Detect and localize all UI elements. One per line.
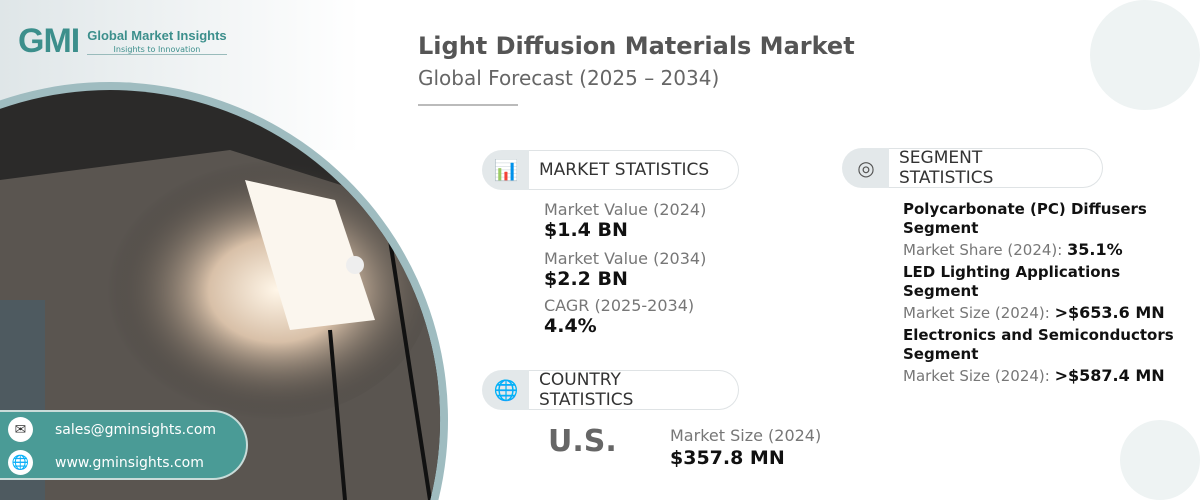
segment-value: >$587.4 MN [1054,366,1165,385]
stat-label: Market Value (2024) [544,200,707,219]
country-metric-label: Market Size (2024) [670,426,822,445]
market-statistics-label: MARKET STATISTICS [529,150,739,190]
country-metric-value: $357.8 MN [670,447,785,469]
segment-statistics-list: Polycarbonate (PC) Diffusers Segment Mar… [903,200,1193,385]
segment-item: Electronics and Semiconductors Segment M… [903,326,1193,385]
logo-mark: GMI [18,22,80,60]
stat-value: $2.2 BN [544,268,628,290]
title-divider [418,104,518,106]
website-link[interactable]: www.gminsights.com [55,454,204,471]
stat-label: CAGR (2025-2034) [544,296,695,315]
market-statistics-header: 📊 MARKET STATISTICS [482,150,739,190]
chart-globe-icon: 📊 [482,150,530,190]
market-statistics-list: Market Value (2024) $1.4 BN Market Value… [544,200,706,337]
segment-name: Electronics and Semiconductors Segment [903,326,1174,363]
logo-name: Global Market Insights [87,28,227,43]
segment-statistics-label: SEGMENT STATISTICS [889,148,1103,188]
envelope-icon: ✉ [8,417,33,442]
globe-pin-icon: 🌐 [482,370,530,410]
segment-metric: Market Share (2024): [903,241,1063,259]
gmi-logo: GMI Global Market Insights Insights to I… [18,22,227,61]
segment-item: Polycarbonate (PC) Diffusers Segment Mar… [903,200,1193,259]
logo-tagline: Insights to Innovation [113,45,201,54]
globe-icon: 🌐 [8,450,33,475]
stat-value: 4.4% [544,315,597,337]
segment-statistics-header: ◎ SEGMENT STATISTICS [842,148,1103,188]
segment-name: LED Lighting Applications Segment [903,263,1121,300]
stat-label: Market Value (2034) [544,249,707,268]
segment-value: >$653.6 MN [1054,303,1165,322]
segment-chart-icon: ◎ [842,148,890,188]
segment-item: LED Lighting Applications Segment Market… [903,263,1193,322]
segment-name: Polycarbonate (PC) Diffusers Segment [903,200,1147,237]
page-subtitle: Global Forecast (2025 – 2034) [418,66,720,90]
email-link[interactable]: sales@gminsights.com [55,421,217,438]
stat-value: $1.4 BN [544,219,628,241]
country-name: U.S. [548,424,617,459]
country-statistics-header: 🌐 COUNTRY STATISTICS [482,370,739,410]
segment-value: 35.1% [1067,240,1123,259]
segment-metric: Market Size (2024): [903,367,1050,385]
segment-metric: Market Size (2024): [903,304,1050,322]
page-title: Light Diffusion Materials Market [418,32,855,60]
contact-panel: ✉ sales@gminsights.com 🌐 www.gminsights.… [0,410,248,480]
country-statistics-label: COUNTRY STATISTICS [529,370,739,410]
